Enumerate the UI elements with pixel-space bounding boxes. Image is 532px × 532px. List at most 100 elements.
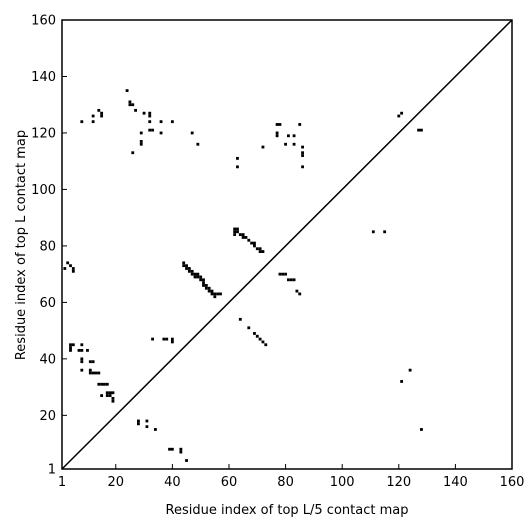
contact-point [400, 111, 404, 115]
contact-point [275, 123, 279, 126]
contact-point [153, 428, 157, 431]
contact-point [159, 120, 163, 124]
contact-point [165, 337, 169, 341]
contact-point [187, 267, 191, 270]
contact-point [199, 275, 203, 279]
contact-point [71, 267, 75, 270]
contact-point [258, 337, 262, 341]
contact-point [69, 346, 72, 349]
contact-point [216, 292, 220, 296]
contact-point [145, 425, 149, 429]
contact-point [88, 371, 92, 375]
contact-point [250, 241, 254, 245]
contact-point [292, 134, 296, 138]
contact-point [100, 394, 104, 397]
contact-point [275, 134, 279, 138]
contact-point [213, 292, 217, 296]
contact-point [80, 368, 84, 372]
contact-point [236, 230, 239, 234]
contact-point [91, 371, 95, 375]
contact-point [241, 233, 245, 237]
contact-point [233, 233, 237, 237]
contact-point [295, 289, 299, 293]
contact-point [204, 284, 208, 287]
contact-point [80, 357, 84, 361]
contact-point [264, 343, 268, 347]
contact-point [151, 337, 154, 341]
contact-point [236, 227, 239, 231]
contact-point [69, 343, 72, 347]
contact-point [80, 343, 84, 347]
contact-point [66, 261, 70, 265]
contact-point [383, 230, 387, 234]
x-tick-label: 40 [164, 475, 181, 490]
x-tick-label: 160 [500, 475, 525, 490]
contact-point [255, 247, 259, 251]
contact-point [69, 264, 72, 268]
contact-point [80, 360, 84, 364]
contact-point [80, 120, 84, 124]
contact-point [137, 422, 140, 426]
contact-point [170, 120, 174, 124]
y-tick-label: 80 [39, 239, 56, 254]
contact-point [139, 131, 143, 135]
contact-point [97, 382, 101, 386]
contact-point [219, 292, 222, 296]
contact-point [86, 348, 89, 352]
contact-point [275, 131, 279, 135]
contact-point [278, 123, 282, 126]
contact-point [207, 289, 211, 293]
contact-point [301, 154, 304, 157]
contact-point [253, 241, 256, 245]
contact-point [111, 396, 115, 400]
contact-point [97, 371, 101, 375]
contact-point [202, 284, 205, 287]
contact-point [261, 145, 265, 149]
contact-point [207, 286, 211, 290]
contact-point [105, 382, 109, 386]
contact-point [131, 103, 135, 107]
contact-point [371, 230, 375, 234]
contact-point [301, 151, 304, 155]
contact-point [420, 128, 423, 132]
diagonal-line [61, 19, 513, 470]
x-tick-label: 80 [277, 475, 294, 490]
contact-point [94, 371, 98, 375]
contact-point [103, 382, 106, 386]
contact-point [298, 292, 302, 296]
contact-point [100, 382, 104, 386]
contact-point [238, 233, 242, 237]
contact-point [97, 108, 101, 112]
x-axis-label: Residue index of top L/5 contact map [166, 503, 409, 518]
contact-point [71, 269, 75, 273]
contact-point [142, 111, 146, 115]
contact-point [162, 337, 166, 341]
x-tick-label: 100 [330, 475, 355, 490]
contact-point [247, 326, 251, 330]
contact-point [190, 269, 194, 273]
contact-point [148, 120, 152, 124]
contact-point [244, 236, 248, 239]
contact-point [292, 278, 296, 282]
contact-point [131, 151, 135, 155]
contact-point [193, 275, 197, 279]
contact-point [63, 267, 67, 270]
contact-point [108, 391, 112, 395]
contact-point [253, 244, 256, 248]
contact-point [255, 334, 259, 338]
contact-point [185, 264, 188, 268]
contact-point [247, 238, 251, 242]
contact-point [134, 108, 137, 112]
contact-point [278, 272, 282, 276]
contact-point [408, 368, 412, 372]
contact-point [80, 348, 84, 352]
contact-point [301, 145, 304, 149]
contact-point [241, 236, 245, 239]
contact-point [185, 459, 188, 462]
contact-point [258, 250, 262, 253]
contact-point [179, 447, 183, 451]
y-tick-label: 160 [31, 14, 56, 29]
contact-point [400, 380, 404, 383]
contact-point [284, 272, 287, 276]
